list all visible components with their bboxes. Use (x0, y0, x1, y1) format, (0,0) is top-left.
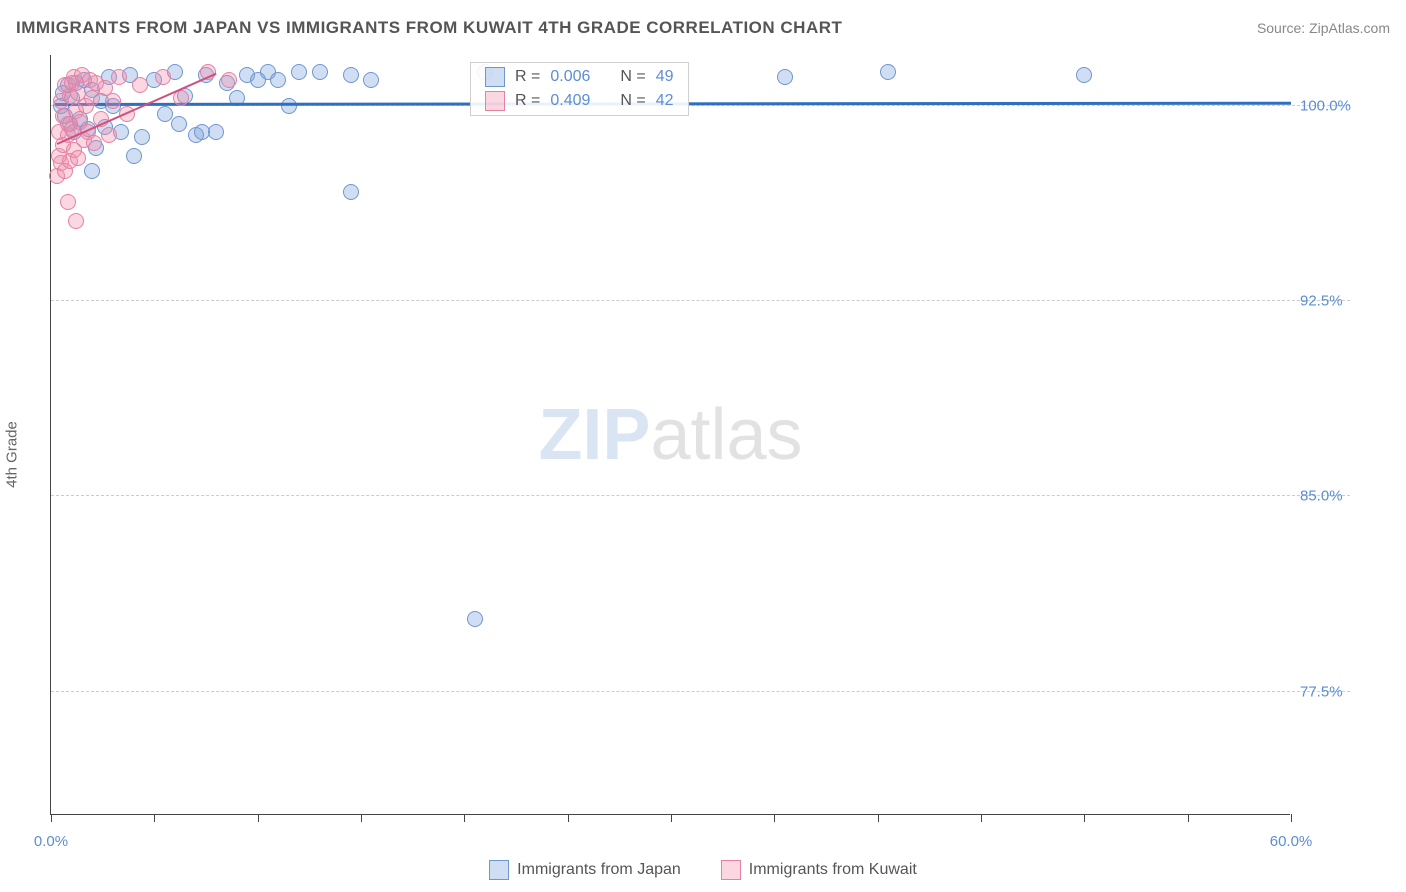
series-legend: Immigrants from Japan Immigrants from Kuw… (0, 860, 1406, 880)
source-label: Source: ZipAtlas.com (1257, 20, 1390, 36)
x-tick (1084, 814, 1085, 822)
legend-item: Immigrants from Kuwait (721, 860, 917, 880)
gridline-horizontal (51, 300, 1350, 301)
legend-swatch (485, 67, 505, 87)
scatter-point (777, 69, 793, 85)
scatter-point (343, 184, 359, 200)
legend-swatch (721, 860, 741, 880)
scatter-point (134, 129, 150, 145)
x-tick (361, 814, 362, 822)
n-value: 42 (656, 92, 674, 110)
x-tick (671, 814, 672, 822)
x-tick (774, 814, 775, 822)
scatter-point (70, 150, 86, 166)
r-value: 0.006 (550, 68, 590, 86)
legend-row: R = 0.006 N = 49 (471, 65, 688, 89)
x-tick (154, 814, 155, 822)
scatter-point (1076, 67, 1092, 83)
x-tick (1291, 814, 1292, 822)
n-value: 49 (656, 68, 674, 86)
watermark-bold: ZIP (538, 395, 650, 475)
legend-label: Immigrants from Japan (517, 861, 681, 879)
watermark: ZIPatlas (538, 394, 802, 476)
x-tick (464, 814, 465, 822)
correlation-legend: R = 0.006 N = 49 R = 0.409 N = 42 (470, 62, 689, 116)
y-tick-label: 85.0% (1300, 488, 1370, 505)
scatter-point (101, 127, 117, 143)
scatter-point (281, 98, 297, 114)
scatter-point (126, 148, 142, 164)
y-tick-label: 100.0% (1300, 98, 1370, 115)
legend-label: Immigrants from Kuwait (749, 861, 917, 879)
legend-item: Immigrants from Japan (489, 860, 681, 880)
scatter-point (155, 69, 171, 85)
scatter-point (132, 77, 148, 93)
x-tick (258, 814, 259, 822)
x-tick-label: 60.0% (1270, 833, 1313, 850)
scatter-point (291, 64, 307, 80)
x-tick (1188, 814, 1189, 822)
n-label: N = (620, 92, 645, 110)
scatter-point (363, 72, 379, 88)
x-tick (568, 814, 569, 822)
scatter-point (60, 194, 76, 210)
legend-row: R = 0.409 N = 42 (471, 89, 688, 113)
scatter-point (105, 93, 121, 109)
scatter-point (467, 611, 483, 627)
r-value: 0.409 (550, 92, 590, 110)
y-tick-label: 92.5% (1300, 293, 1370, 310)
scatter-point (194, 124, 210, 140)
n-label: N = (620, 68, 645, 86)
scatter-point (171, 116, 187, 132)
scatter-point (312, 64, 328, 80)
x-tick (981, 814, 982, 822)
r-label: R = (515, 68, 540, 86)
scatter-point (84, 163, 100, 179)
scatter-point (343, 67, 359, 83)
scatter-point (221, 72, 237, 88)
chart-title: IMMIGRANTS FROM JAPAN VS IMMIGRANTS FROM… (16, 18, 842, 38)
x-tick (878, 814, 879, 822)
x-tick (51, 814, 52, 822)
legend-swatch (485, 91, 505, 111)
r-label: R = (515, 92, 540, 110)
y-tick-label: 77.5% (1300, 683, 1370, 700)
gridline-horizontal (51, 495, 1350, 496)
scatter-point (111, 69, 127, 85)
y-axis-label: 4th Grade (4, 421, 21, 488)
scatter-point (86, 135, 102, 151)
x-tick-label: 0.0% (34, 833, 68, 850)
scatter-point (880, 64, 896, 80)
legend-swatch (489, 860, 509, 880)
scatter-point (68, 213, 84, 229)
plot-area: ZIPatlas 77.5%85.0%92.5%100.0%0.0%60.0% (50, 55, 1290, 815)
gridline-horizontal (51, 691, 1350, 692)
scatter-point (157, 106, 173, 122)
header: IMMIGRANTS FROM JAPAN VS IMMIGRANTS FROM… (16, 18, 1390, 38)
scatter-point (208, 124, 224, 140)
scatter-point (270, 72, 286, 88)
watermark-light: atlas (650, 395, 802, 475)
